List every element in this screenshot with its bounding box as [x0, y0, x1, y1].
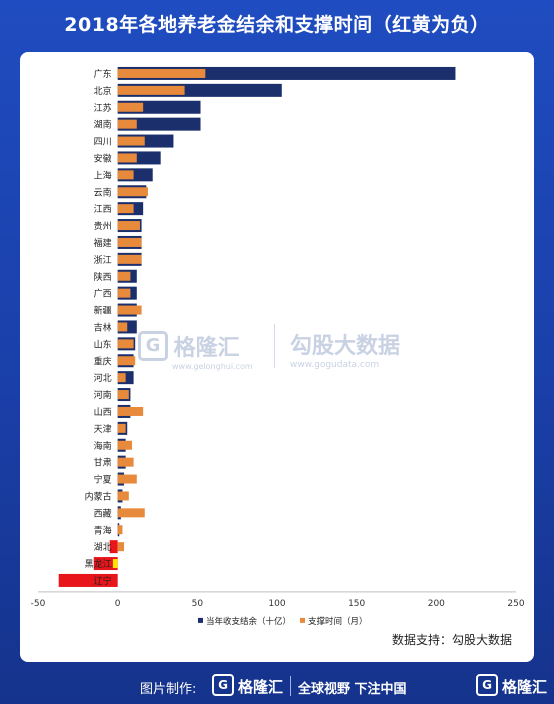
category-label-10: 福建 — [94, 237, 112, 249]
bar-months-6 — [117, 170, 134, 180]
x-tick-label-4: 150 — [348, 599, 365, 609]
category-label-2: 江苏 — [94, 102, 112, 114]
bar-balance-28 — [109, 540, 118, 554]
bar-months-13 — [117, 288, 131, 298]
category-label-28: 湖北 — [94, 542, 112, 553]
bar-months-27 — [117, 525, 123, 535]
category-label-23: 甘肃 — [94, 457, 112, 469]
category-label-15: 吉林 — [94, 321, 112, 333]
x-tick-label-1: 0 — [115, 599, 121, 609]
bar-months-17 — [117, 356, 136, 366]
category-label-5: 安徽 — [94, 152, 112, 164]
bar-months-4 — [117, 136, 145, 146]
legend-label-months: 支撑时间（月） — [308, 616, 368, 627]
category-label-30: 辽宁 — [94, 575, 112, 587]
category-label-24: 宁夏 — [94, 474, 112, 486]
bar-balance-3 — [117, 117, 201, 131]
category-label-3: 湖南 — [94, 119, 112, 131]
bar-months-28 — [117, 542, 125, 552]
bar-months-16 — [117, 339, 134, 349]
category-label-20: 山西 — [94, 407, 112, 418]
bar-months-15 — [117, 322, 128, 332]
category-label-14: 新疆 — [94, 305, 112, 317]
bar-months-5 — [117, 153, 137, 163]
chart-card: G 格隆汇 www.gelonghui.com 勾股大数据 www.goguda… — [20, 52, 534, 662]
made-by-label: 图片制作: — [140, 682, 197, 697]
legend-swatch-months — [300, 617, 305, 623]
watermark-right: 勾股大数据 www.gogudata.com — [290, 328, 400, 370]
bar-months-10 — [117, 237, 142, 247]
category-label-9: 贵州 — [94, 220, 112, 232]
bar-balance-30 — [58, 573, 118, 587]
category-label-1: 北京 — [94, 85, 112, 97]
x-tick-label-2: 50 — [192, 599, 204, 609]
bar-months-8 — [117, 204, 134, 214]
bar-months-26 — [117, 508, 145, 518]
watermark-right-brand: 勾股大数据 — [290, 334, 401, 359]
category-label-26: 西藏 — [94, 507, 112, 519]
bar-months-7 — [117, 187, 148, 197]
watermark-left: G 格隆汇 www.gelonghui.com — [138, 330, 253, 371]
category-label-8: 江西 — [94, 204, 112, 215]
bar-months-2 — [117, 102, 144, 112]
bar-months-0 — [117, 68, 206, 78]
category-label-19: 河南 — [94, 389, 112, 401]
bar-months-23 — [117, 457, 134, 467]
bar-months-29 — [112, 559, 118, 569]
bar-months-24 — [117, 474, 137, 484]
bar-balance-29 — [93, 557, 118, 571]
bar-months-20 — [117, 406, 144, 416]
category-label-25: 内蒙古 — [85, 490, 112, 502]
bar-months-1 — [117, 85, 185, 95]
bar-months-3 — [117, 119, 137, 129]
watermark-left-brand: 格隆汇 — [173, 336, 240, 361]
footer-divider — [290, 676, 291, 696]
footer-logo-name: 格隆汇 — [238, 678, 284, 696]
page-title: 2018年各地养老金结余和支撑时间（红黄为负） — [64, 14, 490, 36]
watermark-right-url: www.gogudata.com — [290, 360, 380, 370]
category-label-17: 重庆 — [94, 355, 112, 367]
category-label-7: 云南 — [94, 186, 112, 198]
category-label-27: 青海 — [94, 524, 112, 536]
watermark-left-url: www.gelonghui.com — [172, 362, 253, 371]
x-tick-label-6: 250 — [507, 599, 524, 609]
category-label-21: 天津 — [94, 424, 112, 435]
category-label-16: 山东 — [94, 338, 112, 350]
bar-months-12 — [117, 271, 131, 281]
category-label-13: 广西 — [94, 288, 112, 300]
category-label-29: 黑龙江 — [85, 558, 112, 570]
bar-months-21 — [117, 423, 126, 433]
bar-months-11 — [117, 254, 142, 264]
legend-label-balance: 当年收支结余（十亿） — [206, 616, 291, 627]
bar-months-18 — [117, 373, 126, 383]
watermark-logo-mark: G — [138, 331, 168, 361]
footer-logo-mark: G — [212, 674, 234, 696]
watermark-divider — [274, 324, 275, 368]
category-label-0: 广东 — [94, 68, 112, 80]
category-label-18: 河北 — [94, 372, 112, 384]
bar-chart: 广东北京江苏湖南四川安徽上海云南江西贵州福建浙江陕西广西新疆吉林山东重庆河北河南… — [31, 66, 525, 627]
category-label-6: 上海 — [94, 169, 112, 181]
bar-months-25 — [117, 491, 129, 501]
category-label-22: 海南 — [94, 440, 112, 452]
category-label-12: 陕西 — [94, 271, 112, 283]
footer-slogan: 全球视野 下注中国 — [298, 682, 407, 697]
x-tick-label-5: 200 — [428, 599, 445, 609]
corner-logo-mark: G — [476, 674, 498, 696]
category-label-4: 四川 — [94, 138, 112, 148]
data-source: 数据支持：勾股大数据 — [391, 633, 512, 647]
bar-months-9 — [117, 221, 140, 231]
bar-months-22 — [117, 440, 133, 450]
bar-months-14 — [117, 305, 142, 315]
corner-logo-name: 格隆汇 — [502, 678, 548, 696]
bar-months-19 — [117, 390, 129, 400]
x-tick-label-0: -50 — [31, 599, 46, 609]
footer: 图片制作: G 格隆汇 全球视野 下注中国 G 格隆汇 — [0, 668, 554, 704]
x-tick-label-3: 100 — [268, 599, 285, 609]
category-label-11: 浙江 — [94, 254, 112, 266]
legend-swatch-balance — [198, 617, 203, 623]
